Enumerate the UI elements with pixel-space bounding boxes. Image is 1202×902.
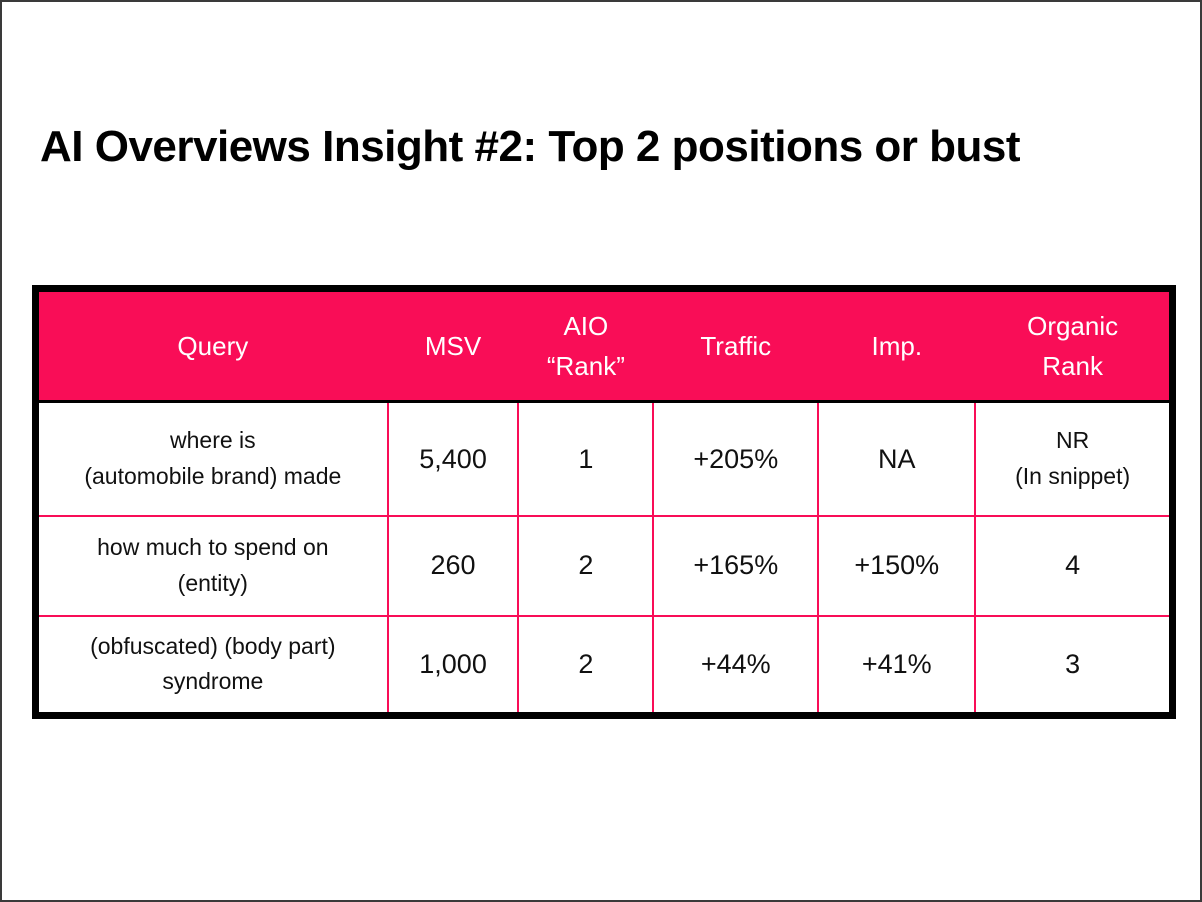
cell-row3-organic-rank: 3 (974, 614, 1174, 717)
table-row: how much to spend on (entity) 260 2 +165… (34, 514, 1174, 617)
cell-row1-imp: NA (817, 400, 977, 517)
table-row: (obfuscated) (body part) syndrome 1,000 … (34, 614, 1174, 717)
cell-row1-traffic: +205% (652, 400, 820, 517)
cell-row2-imp: +150% (817, 514, 977, 617)
cell-row1-query: where is (automobile brand) made (34, 400, 389, 517)
column-header-imp: Imp. (817, 287, 977, 403)
column-header-query: Query (34, 287, 389, 403)
column-header-msv: MSV (386, 287, 520, 403)
cell-row2-query: how much to spend on (entity) (34, 514, 389, 617)
cell-row1-aio-rank: 1 (517, 400, 655, 517)
cell-row2-aio-rank: 2 (517, 514, 655, 617)
page-title: AI Overviews Insight #2: Top 2 positions… (40, 122, 1021, 172)
cell-row3-aio-rank: 2 (517, 614, 655, 717)
cell-row1-organic-rank: NR (In snippet) (974, 400, 1174, 517)
cell-row1-msv: 5,400 (386, 400, 520, 517)
cell-row2-organic-rank: 4 (974, 514, 1174, 617)
table-header-row: Query MSV AIO “Rank” Traffic Imp. Organi… (34, 287, 1174, 403)
column-header-organic-rank: Organic Rank (974, 287, 1174, 403)
column-header-aio-rank: AIO “Rank” (517, 287, 655, 403)
column-header-traffic: Traffic (652, 287, 820, 403)
cell-row3-query: (obfuscated) (body part) syndrome (34, 614, 389, 717)
aio-results-table: Query MSV AIO “Rank” Traffic Imp. Organi… (32, 285, 1176, 719)
cell-row3-traffic: +44% (652, 614, 820, 717)
cell-row2-msv: 260 (386, 514, 520, 617)
cell-row3-msv: 1,000 (386, 614, 520, 717)
cell-row3-imp: +41% (817, 614, 977, 717)
table-row: where is (automobile brand) made 5,400 1… (34, 400, 1174, 517)
cell-row2-traffic: +165% (652, 514, 820, 617)
